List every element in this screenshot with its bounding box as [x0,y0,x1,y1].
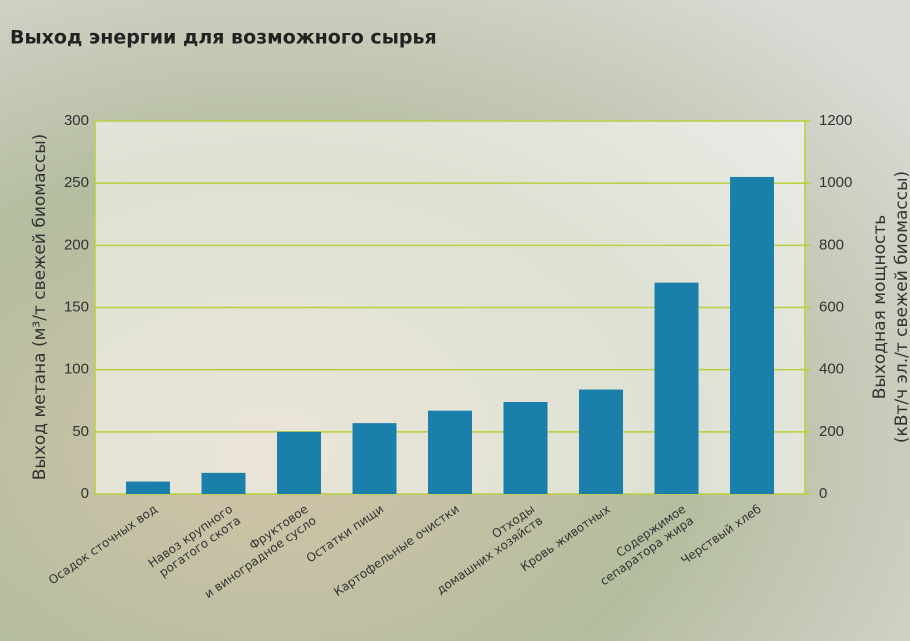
bar [428,410,472,494]
y2-tick-label: 0 [819,485,827,502]
bar [654,282,699,494]
y-tick-label: 200 [64,236,89,253]
bar [126,481,170,494]
bar [579,389,623,494]
y2-tick-label: 400 [819,361,844,378]
bar [730,176,774,494]
bar [352,423,397,494]
bar [503,401,548,494]
y-tick-label: 0 [81,485,89,502]
y-tick-label: 50 [72,423,89,440]
y2-tick-label: 1000 [819,174,852,191]
chart-title: Выход энергии для возможного сырья [10,27,437,49]
y2-axis-label: Выходная мощность [870,215,890,400]
y2-tick-label: 600 [819,298,844,315]
y2-axis-label: (кВт/ч эл./т свежей биомассы) [892,171,910,443]
y-tick-label: 250 [64,174,89,191]
y2-tick-label: 800 [819,236,844,253]
y-tick-label: 100 [64,361,89,378]
bar [201,472,246,494]
bar [277,431,321,494]
y2-tick-label: 1200 [819,112,852,129]
y-axis-label: Выход метана (м³/т свежей биомассы) [30,134,50,481]
y-tick-label: 300 [64,112,89,129]
y-tick-label: 150 [64,298,89,315]
y2-tick-label: 200 [819,423,844,440]
